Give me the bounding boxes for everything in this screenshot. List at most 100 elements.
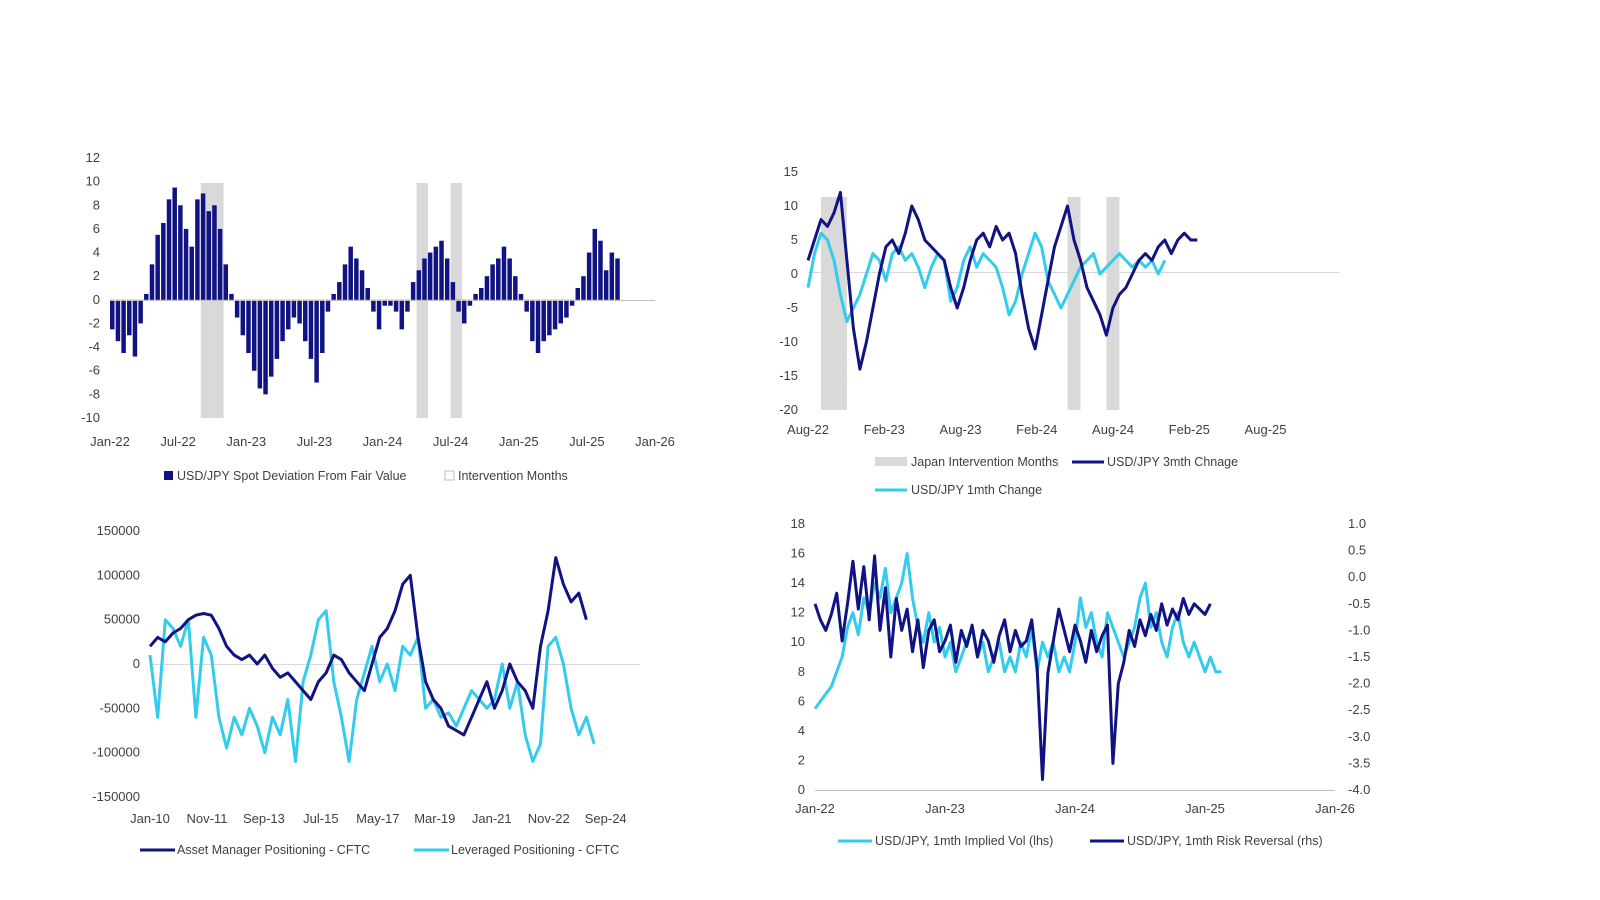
deviation-bar-3: [127, 299, 132, 336]
y-tick-label-4: -5: [786, 300, 798, 315]
y-tick-label-right-2: 0.0: [1348, 569, 1366, 584]
deviation-bar-8: [155, 234, 160, 300]
deviation-bar-0: [110, 299, 115, 330]
y-tick-label-right-0: 1.0: [1348, 516, 1366, 531]
deviation-bar-85: [592, 228, 598, 300]
x-tick-label-0: Aug-22: [787, 422, 829, 437]
y-axis-ticks: 150000 100000 50000 0 -50000 -100000 -150000: [92, 523, 140, 804]
deviation-bar-82: [575, 288, 581, 300]
deviation-bar-66: [484, 276, 490, 300]
deviation-bar-80: [564, 299, 569, 318]
y-tick-label-left-2: 14: [791, 575, 805, 590]
y-axis-ticks-right: 1.0 0.5 0.0 -0.5 -1.0 -1.5 -2.0 -2.5 -3.0 -3.5 -4.…: [1348, 516, 1370, 797]
deviation-bar-72: [518, 293, 524, 300]
deviation-bar-62: [461, 299, 467, 324]
x-tick-label-8: Jan-26: [635, 434, 675, 449]
x-tick-label-3: Jul-15: [303, 811, 338, 826]
deviation-bar-68: [496, 258, 501, 300]
y-tick-label-6: 0: [93, 292, 100, 307]
series-line-risk-reversal: [813, 554, 1212, 781]
y-tick-label-5: -10: [779, 334, 798, 349]
deviation-bar-52: [405, 299, 410, 312]
y-tick-label-3: 6: [93, 221, 100, 236]
deviation-bar-53: [410, 282, 416, 300]
deviation-bar-88: [609, 252, 615, 300]
chart-4: 18 16 14 12 10 8 6 4 2 0 1.0 0.5 0.0 -0.5 -1.0 -1.5 -2.…: [791, 516, 1371, 848]
y-tick-label-7: -20: [779, 402, 798, 417]
y-tick-label-right-1: 0.5: [1348, 543, 1366, 558]
deviation-bar-31: [285, 299, 291, 330]
deviation-bar-41: [342, 264, 348, 300]
y-tick-label-left-9: 0: [798, 782, 805, 797]
deviation-bar-49: [388, 299, 393, 306]
y-axis-ticks: 15 10 5 0 -5 -10 -15 -20: [779, 164, 798, 417]
deviation-bar-47: [376, 299, 382, 330]
legend-swatch-intervention: [444, 470, 455, 481]
deviation-bar-29: [274, 299, 280, 359]
deviation-bar-59: [444, 258, 450, 300]
series-line-leveraged: [148, 609, 596, 763]
deviation-bar-26: [257, 299, 263, 389]
deviation-bar-24: [246, 299, 251, 353]
deviation-bar-6: [144, 293, 149, 300]
deviation-bar-74: [530, 299, 535, 342]
y-tick-label-right-6: -2.0: [1348, 676, 1370, 691]
deviation-bar-1: [115, 299, 121, 342]
x-tick-label-7: Jul-25: [569, 434, 604, 449]
y-tick-label-0: 12: [86, 150, 100, 165]
y-tick-label-left-0: 18: [791, 516, 805, 531]
x-tick-label-1: Jul-22: [160, 434, 195, 449]
legend-swatch-intervention: [875, 457, 907, 466]
y-tick-label-3: 0: [791, 266, 798, 281]
x-tick-label-2: Jan-24: [1055, 801, 1095, 816]
x-tick-label-1: Nov-11: [186, 811, 227, 826]
legend: Asset Manager Positioning - CFTC Leverag…: [140, 843, 619, 857]
deviation-bar-86: [598, 240, 603, 300]
x-tick-label-1: Jan-23: [925, 801, 965, 816]
deviation-bar-71: [513, 276, 518, 300]
deviation-bar-79: [558, 299, 563, 324]
deviation-bar-38: [325, 299, 331, 312]
x-tick-label-0: Jan-22: [795, 801, 835, 816]
y-tick-label-right-10: -4.0: [1348, 782, 1370, 797]
x-tick-label-8: Sep-24: [585, 811, 627, 826]
deviation-bar-87: [603, 270, 609, 300]
y-tick-label-6: -150000: [92, 789, 140, 804]
intervention-band-1: [1067, 197, 1081, 410]
deviation-bar-69: [501, 246, 507, 300]
deviation-bar-15: [195, 199, 200, 300]
intervention-band-2: [1106, 197, 1120, 410]
deviation-bar-16: [200, 193, 206, 300]
y-tick-label-left-8: 2: [798, 752, 805, 767]
deviation-bar-57: [433, 246, 439, 300]
x-axis-ticks: Jan-10 Nov-11 Sep-13 Jul-15 May-17 Mar-19 Jan-…: [130, 811, 627, 826]
x-tick-label-0: Jan-10: [130, 811, 170, 826]
legend-swatch-deviation: [164, 471, 173, 480]
deviation-bar-9: [161, 223, 166, 300]
deviation-bar-21: [229, 293, 234, 300]
legend-label-intervention: Intervention Months: [458, 469, 568, 483]
deviation-bar-76: [541, 299, 546, 342]
legend-label-risk-reversal: USD/JPY, 1mth Risk Reversal (rhs): [1127, 834, 1323, 848]
y-tick-label-9: -6: [88, 363, 100, 378]
deviation-bar-23: [240, 299, 246, 336]
x-tick-label-5: Jul-24: [433, 434, 468, 449]
deviation-bar-84: [586, 252, 592, 300]
y-axis-ticks-left: 18 16 14 12 10 8 6 4 2 0: [791, 516, 805, 797]
x-tick-label-6: Jan-25: [499, 434, 539, 449]
deviation-bar-19: [217, 228, 223, 300]
deviation-bar-27: [263, 299, 268, 395]
x-tick-label-6: Jan-21: [472, 811, 512, 826]
deviation-bar-7: [149, 264, 155, 300]
deviation-bar-60: [450, 282, 456, 300]
deviation-bar-33: [297, 299, 302, 324]
y-tick-label-5: 2: [93, 268, 100, 283]
legend-label-leveraged: Leveraged Positioning - CFTC: [451, 843, 619, 857]
y-tick-label-left-4: 10: [791, 634, 805, 649]
deviation-bar-44: [359, 270, 365, 300]
deviation-bar-81: [569, 299, 575, 306]
y-tick-label-3: 0: [133, 656, 140, 671]
deviation-bar-75: [535, 299, 541, 353]
deviation-bars: [110, 187, 620, 395]
